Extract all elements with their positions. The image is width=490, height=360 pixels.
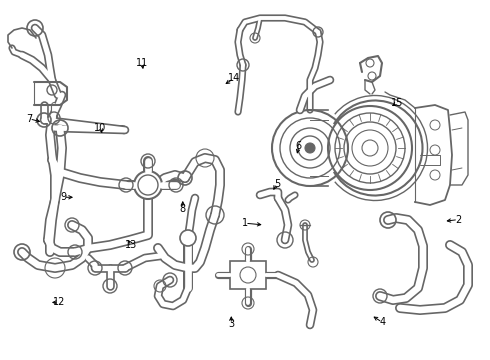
Circle shape: [305, 143, 315, 153]
Bar: [230, 261, 266, 289]
Text: 8: 8: [180, 204, 186, 214]
Text: 4: 4: [379, 317, 385, 327]
Text: 3: 3: [228, 319, 234, 329]
Text: 14: 14: [227, 73, 240, 84]
Circle shape: [240, 267, 256, 283]
Circle shape: [180, 230, 196, 246]
Text: 7: 7: [26, 114, 32, 124]
Circle shape: [362, 140, 378, 156]
Text: 6: 6: [296, 141, 302, 151]
Text: 1: 1: [242, 218, 248, 228]
Text: 11: 11: [136, 58, 148, 68]
Text: 9: 9: [61, 192, 67, 202]
Text: 2: 2: [455, 215, 461, 225]
Text: 12: 12: [52, 297, 65, 307]
Text: 15: 15: [391, 98, 403, 108]
Text: 5: 5: [274, 179, 280, 189]
Text: 10: 10: [94, 123, 107, 133]
Circle shape: [134, 171, 162, 199]
Text: 13: 13: [125, 240, 138, 250]
